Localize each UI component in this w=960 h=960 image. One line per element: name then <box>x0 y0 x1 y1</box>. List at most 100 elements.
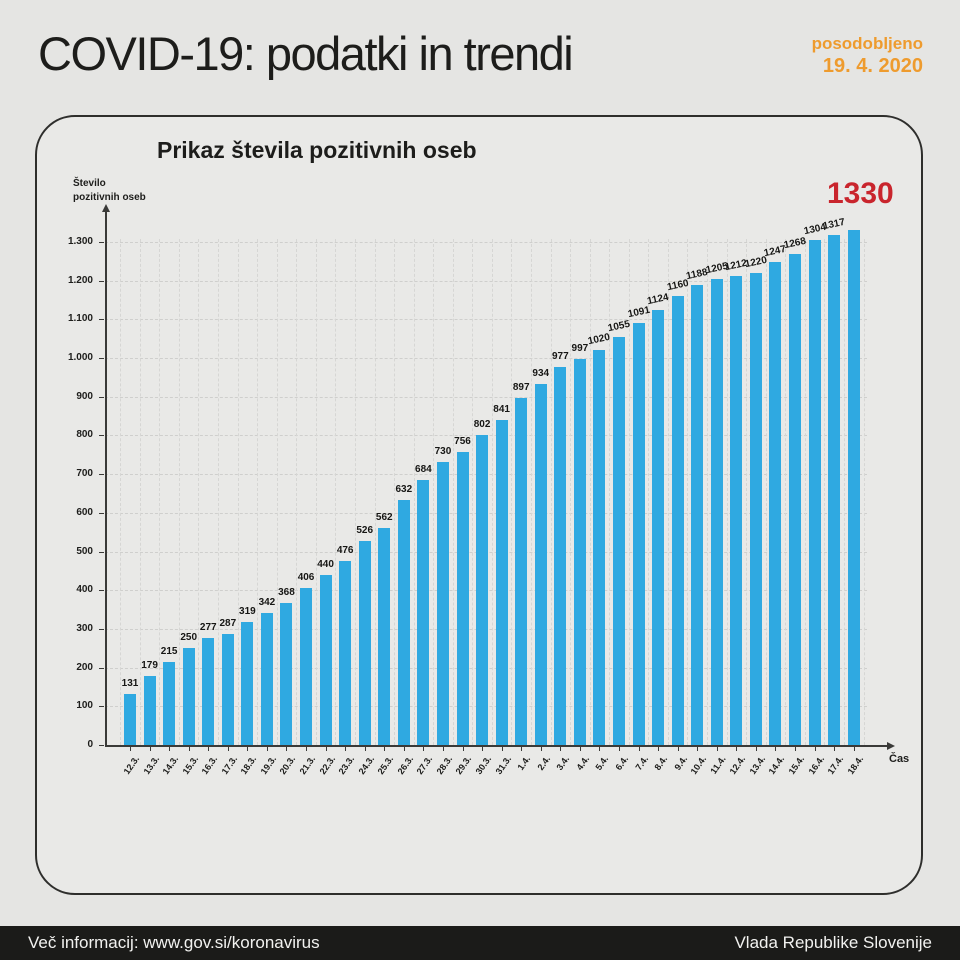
x-tick-label-text: 30.3. <box>473 754 494 777</box>
bar-value-label: 319 <box>239 605 256 617</box>
x-tick-mark <box>325 746 327 751</box>
gridline-vertical <box>609 239 611 745</box>
bar-value-label: 730 <box>434 446 452 458</box>
bar-value-label: 684 <box>415 464 432 476</box>
bar-value-label: 131 <box>121 678 139 690</box>
gridline-vertical <box>863 239 865 745</box>
x-tick-label-text: 17.4. <box>825 754 846 777</box>
bar-value-label: 934 <box>532 367 550 379</box>
bar <box>339 560 352 745</box>
x-tick-mark <box>306 746 308 751</box>
x-tick-label-text: 16.4. <box>806 754 826 777</box>
gridline-vertical <box>178 239 180 745</box>
gridline-vertical <box>335 239 337 745</box>
footer-info-url: Več informacij: www.gov.si/koronavirus <box>28 933 320 952</box>
gridline-vertical <box>315 239 317 745</box>
bar <box>202 637 215 745</box>
page-title: COVID-19: podatki in trendi <box>38 27 574 80</box>
bar <box>828 235 841 745</box>
y-axis-arrow-icon <box>101 204 110 212</box>
bar <box>456 452 469 745</box>
y-tick-mark <box>99 358 104 359</box>
bar-value-label: 997 <box>571 343 589 355</box>
bar <box>221 633 234 745</box>
x-tick-mark <box>814 746 816 751</box>
x-tick-mark <box>716 746 718 751</box>
y-tick-label: 900 <box>76 390 93 402</box>
gridline-vertical <box>570 239 572 745</box>
y-tick-mark <box>99 706 104 708</box>
last-updated: posodobljeno 19. 4. 2020 <box>812 34 923 78</box>
y-tick-mark <box>99 396 104 398</box>
bar <box>808 240 821 745</box>
gridline-vertical <box>218 239 220 745</box>
gridline-horizontal <box>105 319 867 321</box>
bar <box>260 612 273 745</box>
bar <box>143 675 156 745</box>
y-axis-label-line1: Število <box>73 178 106 189</box>
gridline-vertical <box>785 239 787 745</box>
gridline-vertical <box>159 239 161 745</box>
x-tick-label-text: 14.3. <box>160 754 181 777</box>
x-tick-label-text: 1.4. <box>515 754 533 773</box>
bar <box>397 500 410 745</box>
x-tick-mark <box>501 746 503 751</box>
x-tick-mark <box>462 746 464 751</box>
x-tick-mark <box>227 746 229 751</box>
bar <box>847 230 860 745</box>
bar-value-label: 1055 <box>606 318 632 334</box>
gridline-vertical <box>589 239 591 745</box>
gridline-vertical <box>452 239 454 745</box>
y-tick-mark <box>99 551 104 553</box>
y-axis-label: Število pozitivnih oseb <box>73 177 146 204</box>
bar <box>554 366 567 745</box>
bar <box>358 541 371 745</box>
x-tick-label-text: 23.3. <box>336 754 357 777</box>
gridline-vertical <box>296 239 298 745</box>
y-tick-mark <box>99 590 104 592</box>
x-tick-label-text: 10.4. <box>688 754 709 777</box>
bar <box>632 322 645 745</box>
bar-value-label: 756 <box>454 436 471 448</box>
y-tick-mark <box>99 745 104 746</box>
bar <box>124 694 136 745</box>
x-tick-label-text: 18.4. <box>845 754 865 777</box>
y-tick-mark <box>99 319 104 321</box>
gridline-vertical <box>530 239 532 745</box>
y-tick-mark <box>99 435 104 437</box>
x-tick-mark <box>403 746 405 751</box>
x-axis-arrow-icon <box>887 741 895 750</box>
bar-value-label: 977 <box>551 350 569 362</box>
gridline-vertical <box>472 239 474 745</box>
gridline-vertical <box>687 239 689 745</box>
y-axis-line <box>105 212 107 746</box>
updated-label: posodobljeno <box>811 34 923 53</box>
gridline-vertical <box>746 239 748 745</box>
y-tick-label: 800 <box>76 429 93 441</box>
x-tick-label-text: 9.4. <box>672 754 689 773</box>
bar <box>573 359 586 745</box>
x-tick-mark <box>247 746 249 751</box>
y-tick-mark <box>99 628 104 630</box>
x-tick-label-text: 8.4. <box>652 754 670 773</box>
x-tick-mark <box>736 746 738 751</box>
bar <box>378 527 391 745</box>
x-tick-mark <box>188 746 190 751</box>
bar-value-label: 287 <box>219 617 237 629</box>
bar <box>730 275 743 745</box>
x-tick-label-text: 11.4. <box>708 754 728 776</box>
footer-bar: Več informacij: www.gov.si/koronavirus V… <box>0 926 960 960</box>
bar <box>671 296 684 745</box>
bar <box>710 278 723 745</box>
x-tick-label-text: 13.4. <box>747 754 768 777</box>
bar-value-label: 476 <box>336 544 354 556</box>
y-tick-label: 0 <box>87 739 93 750</box>
bar <box>495 419 508 745</box>
latest-value-callout: 1330 <box>827 177 894 210</box>
x-tick-label-text: 15.3. <box>180 754 200 777</box>
bar-value-label: 897 <box>512 381 530 393</box>
bar-value-label: 1317 <box>822 217 847 233</box>
y-tick-mark <box>99 667 104 669</box>
bar-value-label: 440 <box>317 558 334 570</box>
gridline-vertical <box>804 239 806 745</box>
